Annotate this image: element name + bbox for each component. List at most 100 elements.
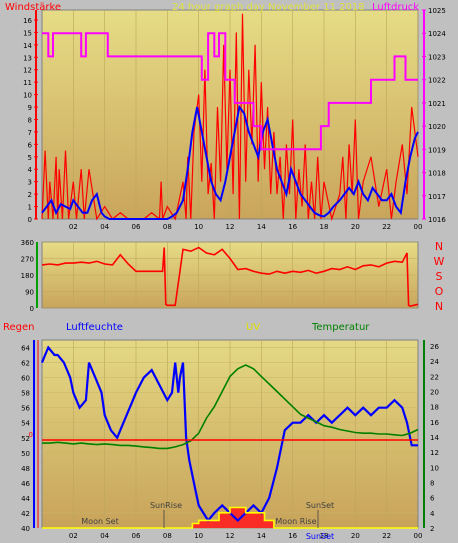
wind-tick-label: 14 xyxy=(23,42,32,50)
x-tick-label: 16 xyxy=(288,223,297,231)
pressure-tick-label: 1019 xyxy=(428,146,446,154)
temperature-line xyxy=(42,364,419,450)
x-tick-label: 06 xyxy=(132,223,141,231)
x-tick-label: 02 xyxy=(69,532,78,540)
astro-annotation: Moon Set xyxy=(81,517,118,526)
humidity-tick-label: 48 xyxy=(21,465,30,473)
pressure-tick-label: 1022 xyxy=(428,77,446,85)
temperature-tick-label: 12 xyxy=(430,449,439,457)
pressure-tick-label: 1025 xyxy=(428,7,446,15)
wind-tick-label: 11 xyxy=(23,79,32,87)
wind-speed-line xyxy=(41,104,419,220)
pressure-tick-label: 1018 xyxy=(428,170,446,178)
x-tick-label: 18 xyxy=(320,532,329,540)
temperature-tick-label: 8 xyxy=(430,480,434,488)
humidity-tick-label: 42 xyxy=(21,510,30,518)
x-tick-label: 04 xyxy=(100,223,109,231)
astro-annotation: Moon Rise xyxy=(275,517,316,526)
pressure-tick-label: 1023 xyxy=(428,53,446,61)
x-tick-label: 00 xyxy=(414,223,423,231)
temperature-tick-label: 2 xyxy=(430,525,434,533)
compass-label: O xyxy=(435,285,444,298)
humidity-tick-label: 58 xyxy=(21,390,30,398)
pressure-tick-label: 1024 xyxy=(428,30,446,38)
direction-tick-label: 360 xyxy=(21,239,34,247)
astro-annotation: SunSet xyxy=(306,532,334,541)
compass-label: S xyxy=(436,270,443,283)
x-tick-label: 20 xyxy=(351,532,360,540)
x-tick-label: 08 xyxy=(163,532,172,540)
wind-tick-label: 13 xyxy=(23,54,32,62)
x-tick-label: 22 xyxy=(382,223,391,231)
uv-line xyxy=(42,506,418,529)
pressure-axis-label: Luftdruck xyxy=(372,2,419,13)
x-tick-label: 12 xyxy=(226,532,235,540)
temperature-tick-label: 26 xyxy=(430,343,439,351)
wind-tick-label: 8 xyxy=(28,116,32,124)
pressure-tick-label: 1020 xyxy=(428,123,446,131)
x-tick-label: 20 xyxy=(351,223,360,231)
wind-tick-label: 10 xyxy=(23,92,32,100)
x-tick-label: 04 xyxy=(100,532,109,540)
rain-label: Regen xyxy=(3,322,35,333)
wind-tick-label: 5 xyxy=(28,154,32,162)
compass-label: W xyxy=(434,255,445,268)
direction-tick-label: 0 xyxy=(30,305,34,313)
compass-label: N xyxy=(435,300,443,313)
temperature-tick-label: 6 xyxy=(430,495,435,503)
pressure-line xyxy=(42,32,418,151)
wind-tick-label: 16 xyxy=(23,17,32,25)
direction-tick-label: 180 xyxy=(21,272,34,280)
wind-tick-label: 6 xyxy=(28,141,33,149)
chart-title: 24 hour graph day November 11 2018 xyxy=(172,2,365,13)
x-tick-label: 22 xyxy=(382,532,391,540)
direction-tick-label: 90 xyxy=(25,289,34,297)
astro-annotation: SunSet xyxy=(306,501,334,510)
x-tick-label: 10 xyxy=(194,532,203,540)
uv-area xyxy=(42,507,418,528)
temperature-tick-label: 4 xyxy=(430,510,435,518)
humidity-line xyxy=(40,345,418,523)
humidity-tick-label: 60 xyxy=(21,375,30,383)
wind-axis-label: Windstärke xyxy=(5,2,61,13)
temperature-tick-label: 24 xyxy=(430,358,439,366)
x-tick-label: 00 xyxy=(414,532,423,540)
humidity-tick-label: 64 xyxy=(21,345,30,353)
wind-tick-label: 7 xyxy=(28,129,32,137)
humidity-label: Luftfeuchte xyxy=(66,322,123,333)
humidity-tick-label: 40 xyxy=(21,525,30,533)
temperature-label: Temperatur xyxy=(311,322,370,333)
x-tick-label: 12 xyxy=(226,223,235,231)
wind-tick-label: 15 xyxy=(23,29,32,37)
wind-tick-label: 4 xyxy=(28,166,33,174)
temperature-tick-label: 20 xyxy=(430,389,439,397)
temperature-tick-label: 10 xyxy=(430,464,439,472)
x-tick-label: 18 xyxy=(320,223,329,231)
compass-label: N xyxy=(435,240,443,253)
wind-tick-label: 12 xyxy=(23,67,32,75)
pressure-tick-label: 1021 xyxy=(428,100,446,108)
x-tick-label: 06 xyxy=(132,532,141,540)
x-tick-label: 10 xyxy=(194,223,203,231)
wind-tick-label: 1 xyxy=(28,204,32,212)
wind-tick-label: 3 xyxy=(28,179,32,187)
astro-annotation: SunRise xyxy=(150,501,182,510)
temperature-tick-label: 16 xyxy=(430,419,439,427)
wind-tick-label: 2 xyxy=(28,191,32,199)
pressure-tick-label: 1016 xyxy=(428,216,446,224)
temperature-tick-label: 22 xyxy=(430,373,439,381)
x-tick-label: 14 xyxy=(257,532,266,540)
temperature-tick-label: 14 xyxy=(430,434,439,442)
humidity-tick-label: 54 xyxy=(21,420,30,428)
direction-tick-label: 270 xyxy=(21,256,34,264)
wind-direction-line xyxy=(41,246,419,308)
wind-gust-line xyxy=(41,13,419,222)
wind-tick-label: 9 xyxy=(28,104,32,112)
humidity-tick-label: 44 xyxy=(21,495,30,503)
x-tick-label: 14 xyxy=(257,223,266,231)
pressure-tick-label: 1017 xyxy=(428,193,446,201)
